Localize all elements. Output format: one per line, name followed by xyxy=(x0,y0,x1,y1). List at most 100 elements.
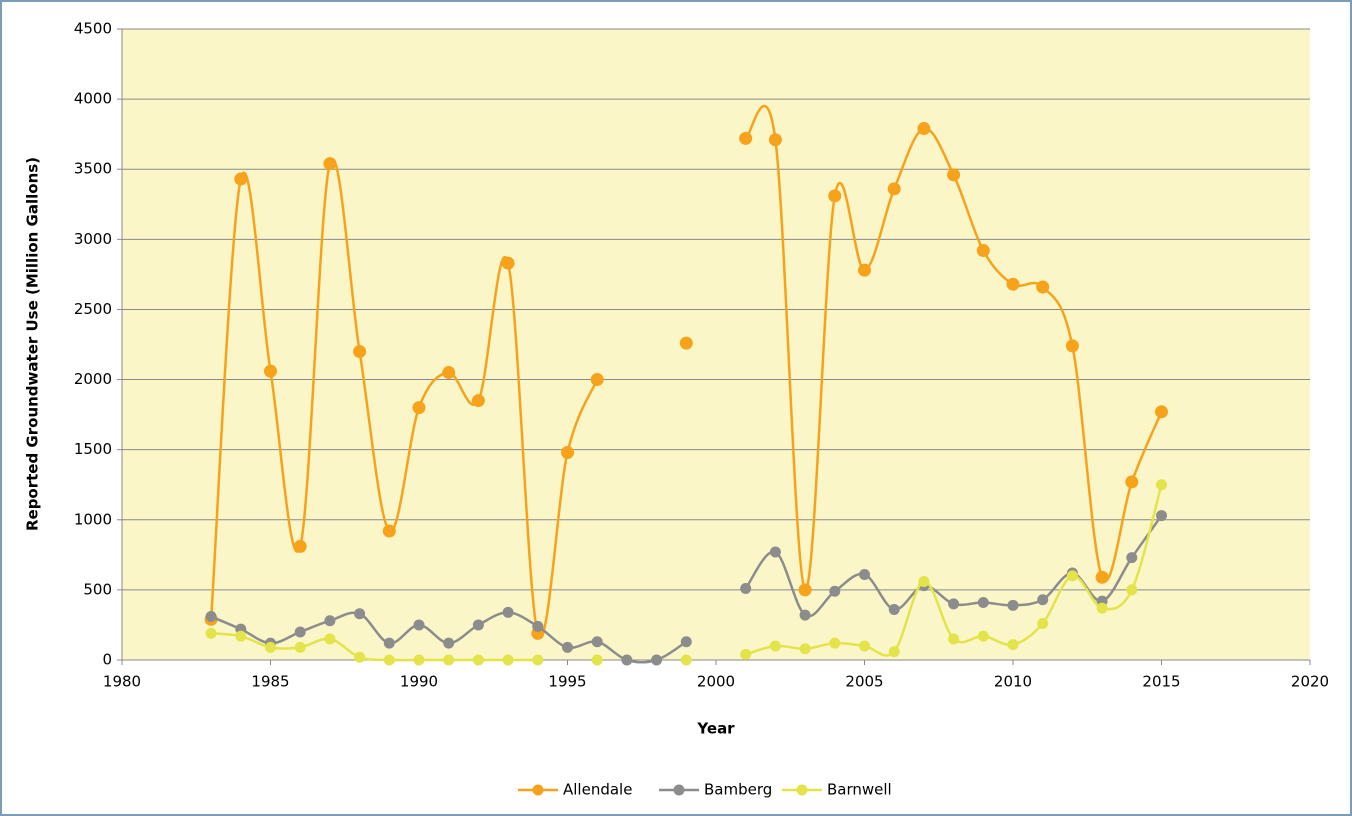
data-point xyxy=(442,366,456,380)
data-point xyxy=(828,189,842,203)
data-point xyxy=(1125,475,1139,489)
data-point xyxy=(829,585,841,597)
x-tick-label: 2005 xyxy=(845,673,883,691)
y-tick-label: 1500 xyxy=(74,440,112,458)
data-point xyxy=(265,641,276,653)
data-point xyxy=(383,637,395,649)
data-point xyxy=(859,568,870,580)
y-tick-label: 0 xyxy=(102,651,112,669)
data-point xyxy=(1126,584,1138,596)
data-point xyxy=(353,345,367,359)
data-point xyxy=(354,651,366,663)
x-tick-label: 1990 xyxy=(400,673,438,691)
data-point xyxy=(443,654,455,666)
data-point xyxy=(532,654,544,666)
data-point xyxy=(680,636,692,648)
data-point xyxy=(1007,639,1019,651)
y-tick-label: 4500 xyxy=(74,20,112,38)
data-point xyxy=(977,597,989,609)
data-point xyxy=(740,648,752,660)
data-point xyxy=(472,619,484,631)
x-axis-label: Year xyxy=(696,720,735,738)
x-tick-label: 2020 xyxy=(1291,673,1329,691)
data-point xyxy=(1095,570,1109,584)
legend-marker xyxy=(673,784,685,796)
data-point xyxy=(501,256,515,270)
data-point xyxy=(948,598,960,610)
data-point xyxy=(471,394,485,408)
legend-marker xyxy=(796,784,808,796)
data-point xyxy=(413,619,425,631)
x-tick-label: 1985 xyxy=(251,673,289,691)
data-point xyxy=(323,157,337,171)
data-point xyxy=(1126,552,1138,564)
data-point xyxy=(472,654,484,666)
data-point xyxy=(651,654,663,666)
y-tick-label: 2500 xyxy=(74,300,112,318)
data-point xyxy=(562,641,573,653)
x-tick-label: 2015 xyxy=(1142,673,1180,691)
data-point xyxy=(888,604,900,616)
data-point xyxy=(561,445,574,459)
data-point xyxy=(769,640,781,652)
data-point xyxy=(740,582,752,594)
data-point xyxy=(858,263,871,277)
data-point xyxy=(502,606,514,618)
data-point xyxy=(235,630,247,642)
legend-marker xyxy=(532,784,544,796)
data-point xyxy=(679,336,693,350)
data-point xyxy=(205,611,217,623)
data-point xyxy=(383,654,395,666)
data-point xyxy=(412,401,426,415)
y-axis-label: Reported Groundwater Use (Million Gallon… xyxy=(24,157,42,531)
y-tick-label: 3000 xyxy=(74,230,112,248)
data-point xyxy=(918,575,930,587)
data-point xyxy=(769,546,781,558)
data-point xyxy=(294,641,306,653)
legend-label: Barnwell xyxy=(827,781,892,799)
data-point xyxy=(324,633,336,645)
legend-label: Bamberg xyxy=(704,781,772,799)
data-point xyxy=(294,626,306,638)
data-point xyxy=(888,646,900,658)
data-point xyxy=(948,633,960,645)
data-point xyxy=(798,583,812,597)
data-point xyxy=(591,654,603,666)
x-tick-label: 1980 xyxy=(103,673,141,691)
data-point xyxy=(590,373,604,387)
data-point xyxy=(768,133,782,147)
data-point xyxy=(1065,339,1079,353)
data-point xyxy=(859,640,870,652)
data-point xyxy=(947,168,961,182)
data-point xyxy=(1036,280,1050,294)
data-point xyxy=(976,244,990,258)
data-point xyxy=(1037,594,1049,606)
data-point xyxy=(977,630,989,642)
data-point xyxy=(354,608,366,620)
x-tick-label: 2000 xyxy=(697,673,735,691)
data-point xyxy=(1096,602,1108,614)
data-point xyxy=(293,539,307,553)
data-point xyxy=(1007,599,1019,611)
data-point xyxy=(739,131,753,145)
data-point xyxy=(1066,570,1078,582)
data-point xyxy=(413,654,425,666)
data-point xyxy=(205,627,217,639)
plot-area xyxy=(122,29,1310,660)
data-point xyxy=(382,524,396,538)
data-point xyxy=(234,172,248,186)
data-point xyxy=(917,122,931,136)
y-tick-label: 4000 xyxy=(74,90,112,108)
y-tick-label: 3500 xyxy=(74,160,112,178)
data-point xyxy=(502,654,514,666)
data-point xyxy=(1006,277,1020,291)
data-point xyxy=(621,654,633,666)
data-point xyxy=(1037,618,1049,630)
x-tick-label: 1995 xyxy=(548,673,586,691)
y-tick-label: 2000 xyxy=(74,370,112,388)
data-point xyxy=(799,609,811,621)
data-point xyxy=(264,364,277,378)
data-point xyxy=(532,620,544,632)
data-point xyxy=(443,637,455,649)
